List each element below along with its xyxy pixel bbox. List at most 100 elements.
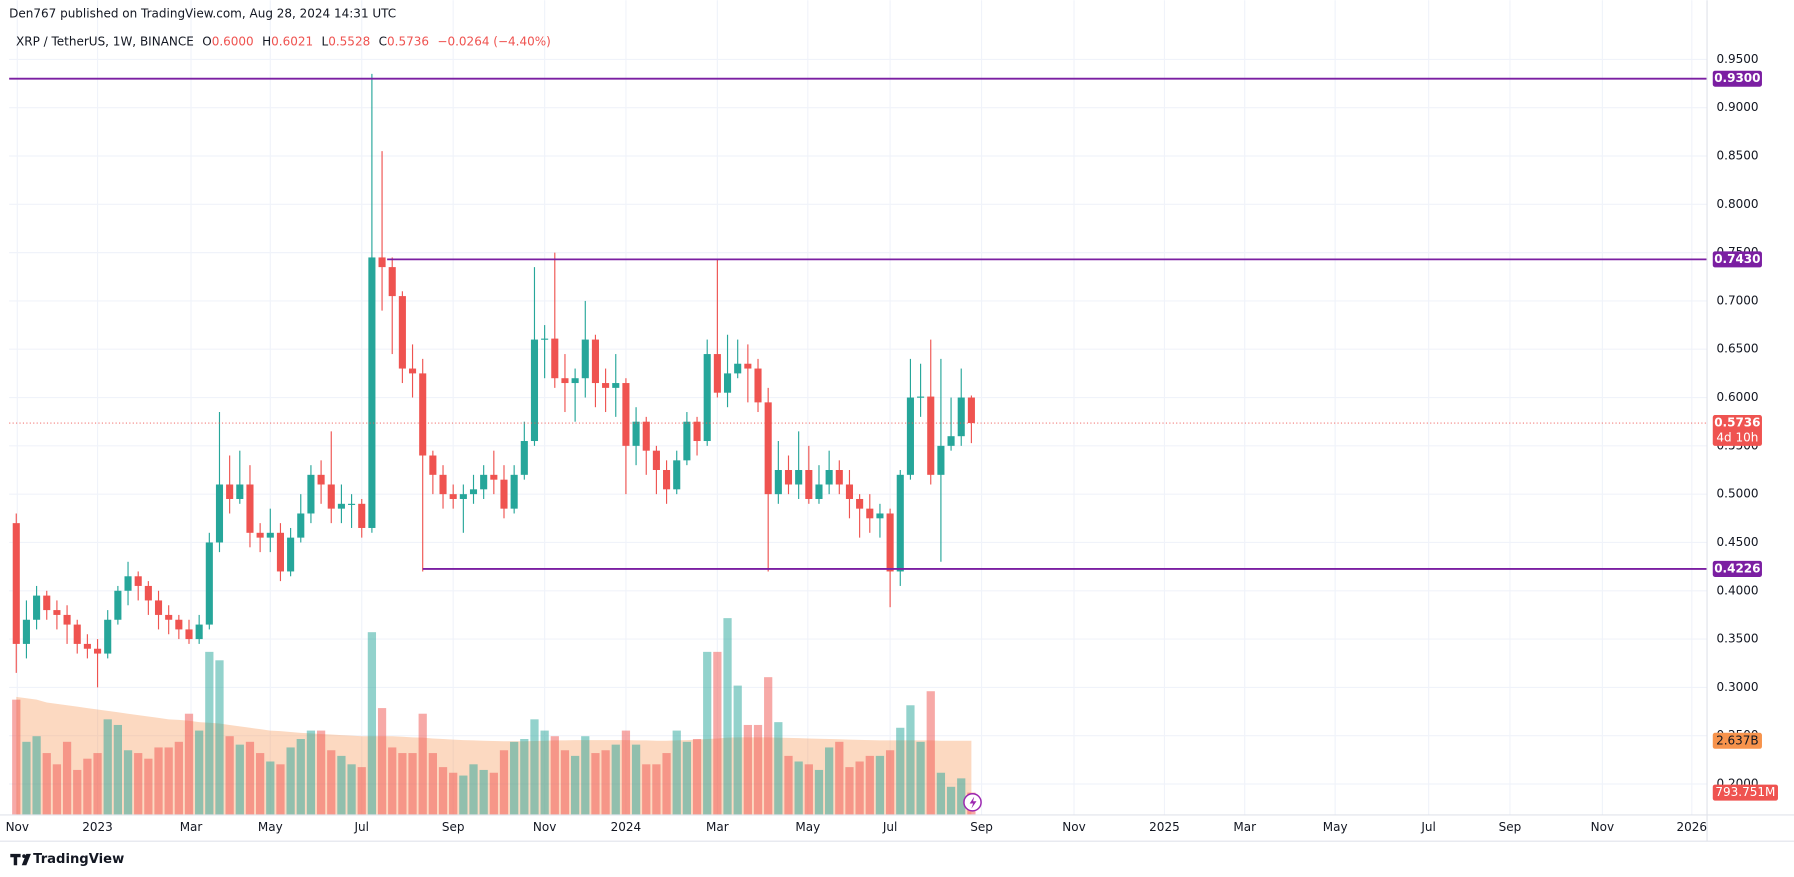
- volume-bar: [469, 764, 478, 815]
- volume-bar: [286, 747, 295, 815]
- candle-body: [744, 363, 752, 369]
- y-tick-label: 0.4000: [1717, 583, 1759, 597]
- volume-bar: [489, 772, 498, 815]
- volume-bar: [438, 767, 448, 815]
- candle-body: [165, 614, 173, 620]
- candle-body: [734, 363, 742, 374]
- candle-body: [754, 368, 762, 403]
- x-tick-label: Nov: [533, 820, 556, 834]
- x-tick-label: Nov: [1591, 820, 1614, 834]
- ohlc-value: 0.5736: [387, 34, 429, 48]
- volume-bar: [692, 739, 702, 815]
- ohlc-value: 0.6000: [212, 34, 254, 48]
- icon-bolt: [969, 796, 977, 809]
- candle-body: [673, 460, 681, 490]
- volume-bar: [245, 741, 255, 815]
- y-tick-label: 0.6500: [1717, 342, 1759, 356]
- candle-body: [947, 436, 955, 446]
- x-tick-label: Mar: [180, 820, 203, 834]
- y-tick-label: 0.3000: [1717, 680, 1759, 694]
- candle-body: [602, 383, 610, 388]
- published-note: Den767 published on TradingView.com, Aug…: [9, 7, 396, 21]
- candle-body: [541, 338, 549, 340]
- candle-body: [63, 614, 71, 625]
- volume-bar: [581, 736, 590, 815]
- y-tick-label: 0.3500: [1717, 632, 1759, 646]
- legend: XRP / TetherUS, 1W, BINANCE O0.6000 H0.6…: [16, 34, 551, 48]
- y-tick-label: 0.4500: [1717, 535, 1759, 549]
- y-tick-label: 0.9000: [1717, 100, 1759, 114]
- volume-bar: [499, 750, 509, 815]
- candle-body: [713, 354, 721, 393]
- volume-bar: [388, 747, 397, 815]
- candle-body: [500, 479, 508, 509]
- candle-body: [510, 474, 518, 509]
- candle-body: [236, 484, 244, 499]
- volume-bar: [205, 651, 214, 815]
- volume-bar: [367, 632, 377, 815]
- volume-bar: [611, 744, 620, 815]
- volume-bar: [906, 705, 915, 815]
- volume-bar: [123, 750, 133, 815]
- candle-body: [94, 648, 102, 654]
- candle-body: [937, 445, 945, 475]
- ohlc-key: O: [202, 34, 211, 48]
- candle-body: [642, 421, 650, 451]
- volume-bar: [52, 764, 62, 815]
- volume-bar: [926, 691, 935, 815]
- candle-body: [784, 470, 793, 485]
- candle-body: [764, 402, 772, 495]
- candle-body: [876, 513, 884, 519]
- volume-bar: [144, 758, 153, 815]
- volume-bar: [601, 750, 610, 815]
- volume-bar: [682, 741, 692, 815]
- change: −0.0264 (−4.40%): [437, 34, 550, 48]
- volume-bar: [256, 753, 265, 815]
- x-tick-label: Sep: [970, 820, 993, 834]
- candle-body: [723, 373, 732, 393]
- volume-ma-badge: [1712, 732, 1762, 749]
- footer-logo[interactable]: TradingView: [10, 852, 124, 867]
- volume-bar: [12, 699, 21, 815]
- ohlc-key: H: [262, 34, 271, 48]
- candle-body: [73, 624, 81, 644]
- candle-body: [327, 484, 335, 509]
- volume-bar: [814, 769, 824, 815]
- brand: TradingView: [33, 852, 124, 867]
- volume-bar: [357, 767, 366, 815]
- candle-body: [175, 619, 183, 630]
- y-tick-label: 0.8500: [1717, 149, 1759, 163]
- replay-icon[interactable]: [963, 793, 982, 812]
- candle-body: [215, 484, 224, 543]
- y-tick-label: 0.8000: [1717, 197, 1759, 211]
- candle-body: [480, 474, 488, 490]
- level-label: 0.7430: [1714, 252, 1760, 266]
- volume-bar: [22, 741, 31, 815]
- volume-bar: [703, 651, 712, 815]
- volume-bar: [723, 618, 732, 815]
- volume-bar: [296, 739, 305, 815]
- candle-body: [805, 470, 813, 499]
- candle-body: [378, 257, 386, 268]
- volume-bar: [83, 758, 92, 815]
- y-tick-label: 0.9500: [1717, 52, 1759, 66]
- candle-body: [83, 643, 91, 649]
- volume-bar: [154, 747, 163, 815]
- candle-body: [408, 368, 417, 374]
- volume-bar: [103, 719, 112, 815]
- candle-body: [490, 474, 498, 480]
- ohlc-key: C: [379, 34, 387, 48]
- candle-body: [530, 339, 539, 442]
- countdown: 4d 10h: [1716, 430, 1758, 444]
- candle-body: [967, 397, 975, 424]
- volume-bar: [560, 750, 570, 815]
- volume-bar: [916, 741, 925, 815]
- candle-body: [144, 585, 152, 601]
- volume-bar: [73, 769, 82, 815]
- symbol: XRP / TetherUS, 1W, BINANCE: [16, 34, 194, 48]
- candle-body: [622, 383, 630, 446]
- volume-bar: [93, 753, 102, 815]
- volume-bar: [398, 753, 407, 815]
- volume-bar: [794, 761, 803, 815]
- x-tick-label: Nov: [6, 820, 29, 834]
